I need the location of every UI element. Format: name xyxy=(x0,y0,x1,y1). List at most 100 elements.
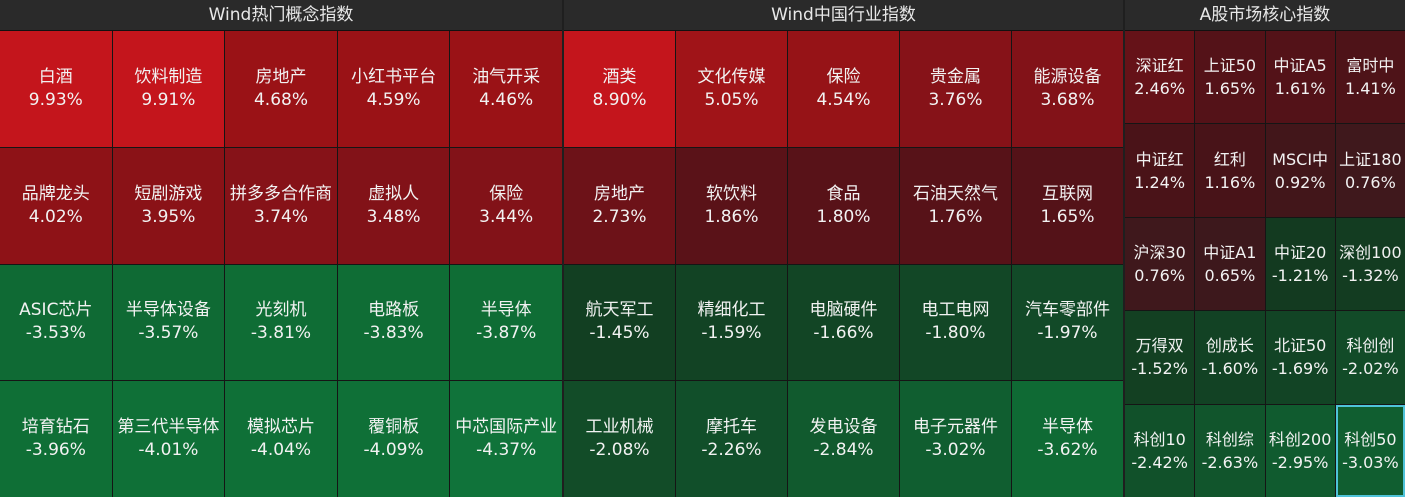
tile-name: 半导体 xyxy=(480,300,532,321)
heatmap-tile[interactable]: 富时中 1.41% xyxy=(1335,31,1405,124)
tile-name: ASIC芯片 xyxy=(19,300,93,321)
heatmap-tile[interactable]: 模拟芯片 -4.04% xyxy=(225,381,337,497)
heatmap-tile[interactable]: 深创100 -1.32% xyxy=(1335,217,1405,311)
heatmap-tile[interactable]: 保险 3.44% xyxy=(450,147,562,264)
heatmap-tile[interactable]: 覆铜板 -4.09% xyxy=(337,381,450,497)
heatmap-tile[interactable]: 中证20 -1.21% xyxy=(1265,217,1335,311)
heatmap-tile[interactable]: 科创创 -2.02% xyxy=(1335,311,1405,404)
tile-change: 4.46% xyxy=(479,89,534,110)
tile-name: 能源设备 xyxy=(1033,66,1102,87)
tile-name: 上证50 xyxy=(1203,56,1257,76)
heatmap-tile[interactable]: 贵金属 3.76% xyxy=(900,31,1011,147)
heatmap-tile[interactable]: 半导体设备 -3.57% xyxy=(112,264,225,381)
tile-name: 酒类 xyxy=(602,66,637,87)
heatmap-tile[interactable]: 航天军工 -1.45% xyxy=(564,264,675,381)
tile-change: 2.46% xyxy=(1134,79,1186,99)
heatmap-tile[interactable]: 石油天然气 1.76% xyxy=(900,147,1011,264)
heatmap-tile[interactable]: 油气开采 4.46% xyxy=(450,31,562,147)
heatmap-tile[interactable]: 小红书平台 4.59% xyxy=(337,31,450,147)
heatmap-tile[interactable]: 培育钻石 -3.96% xyxy=(0,381,112,497)
heatmap-tile[interactable]: 中证红 1.24% xyxy=(1125,124,1195,217)
tile-name: 食品 xyxy=(826,183,861,204)
tile-name: 白酒 xyxy=(38,66,73,87)
heatmap-tile[interactable]: 互联网 1.65% xyxy=(1012,147,1123,264)
heatmap-tile[interactable]: 电脑硬件 -1.66% xyxy=(788,264,899,381)
heatmap-tile[interactable]: 拼多多合作商 3.74% xyxy=(225,147,337,264)
heatmap-tile[interactable]: ASIC芯片 -3.53% xyxy=(0,264,112,381)
tile-change: -3.53% xyxy=(25,323,86,344)
tile-change: 5.05% xyxy=(704,89,759,110)
heatmap-tile[interactable]: 虚拟人 3.48% xyxy=(337,147,450,264)
tile-name: 小红书平台 xyxy=(351,66,437,87)
heatmap-tile[interactable]: 科创50 -3.03% xyxy=(1335,404,1405,497)
tile-change: -2.84% xyxy=(813,440,874,461)
tile-name: 电工电网 xyxy=(921,300,990,321)
tile-change: 3.76% xyxy=(928,89,983,110)
heatmap-tile[interactable]: 光刻机 -3.81% xyxy=(225,264,337,381)
heatmap-tile[interactable]: 中证A5 1.61% xyxy=(1265,31,1335,124)
heatmap-tile[interactable]: 科创200 -2.95% xyxy=(1265,404,1335,497)
heatmap-tile[interactable]: 电路板 -3.83% xyxy=(337,264,450,381)
heatmap-tile[interactable]: 酒类 8.90% xyxy=(564,31,675,147)
tile-change: -4.01% xyxy=(138,440,199,461)
tile-change: 1.86% xyxy=(704,206,759,227)
heatmap-tile[interactable]: 品牌龙头 4.02% xyxy=(0,147,112,264)
heatmap-tile[interactable]: 房地产 4.68% xyxy=(225,31,337,147)
heatmap-tile[interactable]: 电子元器件 -3.02% xyxy=(900,381,1011,497)
tile-name: 保险 xyxy=(489,183,524,204)
heatmap-tile[interactable]: 白酒 9.93% xyxy=(0,31,112,147)
heatmap-tile[interactable]: 电工电网 -1.80% xyxy=(900,264,1011,381)
heatmap-tile[interactable]: 饮料制造 9.91% xyxy=(112,31,225,147)
tile-change: -1.66% xyxy=(813,323,874,344)
heatmap-tile[interactable]: 保险 4.54% xyxy=(788,31,899,147)
heatmap-tile[interactable]: 红利 1.16% xyxy=(1195,124,1265,217)
tile-name: 电路板 xyxy=(368,300,420,321)
tile-name: 保险 xyxy=(826,66,861,87)
heatmap-tile[interactable]: 工业机械 -2.08% xyxy=(564,381,675,497)
tile-name: MSCI中 xyxy=(1272,149,1329,169)
panel-title: Wind中国行业指数 xyxy=(564,0,1123,31)
tile-change: 4.68% xyxy=(253,89,308,110)
heatmap-tile[interactable]: MSCI中 0.92% xyxy=(1265,124,1335,217)
heatmap-tile[interactable]: 沪深30 0.76% xyxy=(1125,217,1195,311)
tile-name: 油气开采 xyxy=(472,66,541,87)
heatmap-tile[interactable]: 摩托车 -2.26% xyxy=(676,381,787,497)
tile-name: 饮料制造 xyxy=(134,66,203,87)
tile-name: 深证红 xyxy=(1135,56,1184,76)
tile-change: 3.44% xyxy=(479,206,534,227)
tile-name: 中证20 xyxy=(1273,242,1327,262)
heatmap-tile[interactable]: 汽车零部件 -1.97% xyxy=(1012,264,1123,381)
heatmap-tile[interactable]: 中证A1 0.65% xyxy=(1195,217,1265,311)
heatmap-tile[interactable]: 短剧游戏 3.95% xyxy=(112,147,225,264)
heatmap-tile[interactable]: 万得双 -1.52% xyxy=(1125,311,1195,404)
heatmap-tile[interactable]: 文化传媒 5.05% xyxy=(676,31,787,147)
heatmap-tile[interactable]: 精细化工 -1.59% xyxy=(676,264,787,381)
tile-change: 1.65% xyxy=(1204,79,1256,99)
heatmap-tile[interactable]: 房地产 2.73% xyxy=(564,147,675,264)
tile-change: 1.16% xyxy=(1204,172,1256,192)
heatmap-tile[interactable]: 能源设备 3.68% xyxy=(1012,31,1123,147)
heatmap-tile[interactable]: 上证180 0.76% xyxy=(1335,124,1405,217)
panel-wind-concept: Wind热门概念指数 白酒 9.93% 饮料制造 9.91% 房地产 4.68% 小红书平台… xyxy=(0,0,562,497)
tile-name: 贵金属 xyxy=(930,66,981,87)
heatmap-tile[interactable]: 第三代半导体 -4.01% xyxy=(112,381,225,497)
heatmap-tile[interactable]: 发电设备 -2.84% xyxy=(788,381,899,497)
heatmap-tile[interactable]: 上证50 1.65% xyxy=(1195,31,1265,124)
heatmap-tile[interactable]: 半导体 -3.87% xyxy=(450,264,562,381)
heatmap-tile[interactable]: 科创综 -2.63% xyxy=(1195,404,1265,497)
heatmap-tile[interactable]: 北证50 -1.69% xyxy=(1265,311,1335,404)
tile-change: 4.59% xyxy=(366,89,421,110)
tile-change: -1.97% xyxy=(1037,323,1098,344)
tile-change: -3.87% xyxy=(476,323,537,344)
heatmap-tile[interactable]: 创成长 -1.60% xyxy=(1195,311,1265,404)
heatmap-tile[interactable]: 科创10 -2.42% xyxy=(1125,404,1195,497)
heatmap-tile[interactable]: 半导体 -3.62% xyxy=(1012,381,1123,497)
heatmap-tile[interactable]: 软饮料 1.86% xyxy=(676,147,787,264)
tile-name: 培育钻石 xyxy=(21,417,90,438)
tile-name: 北证50 xyxy=(1273,336,1327,356)
tile-name: 品牌龙头 xyxy=(21,183,90,204)
tile-name: 科创200 xyxy=(1268,429,1332,449)
heatmap-tile[interactable]: 深证红 2.46% xyxy=(1125,31,1195,124)
heatmap-tile[interactable]: 中芯国际产业 -4.37% xyxy=(450,381,562,497)
heatmap-tile[interactable]: 食品 1.80% xyxy=(788,147,899,264)
